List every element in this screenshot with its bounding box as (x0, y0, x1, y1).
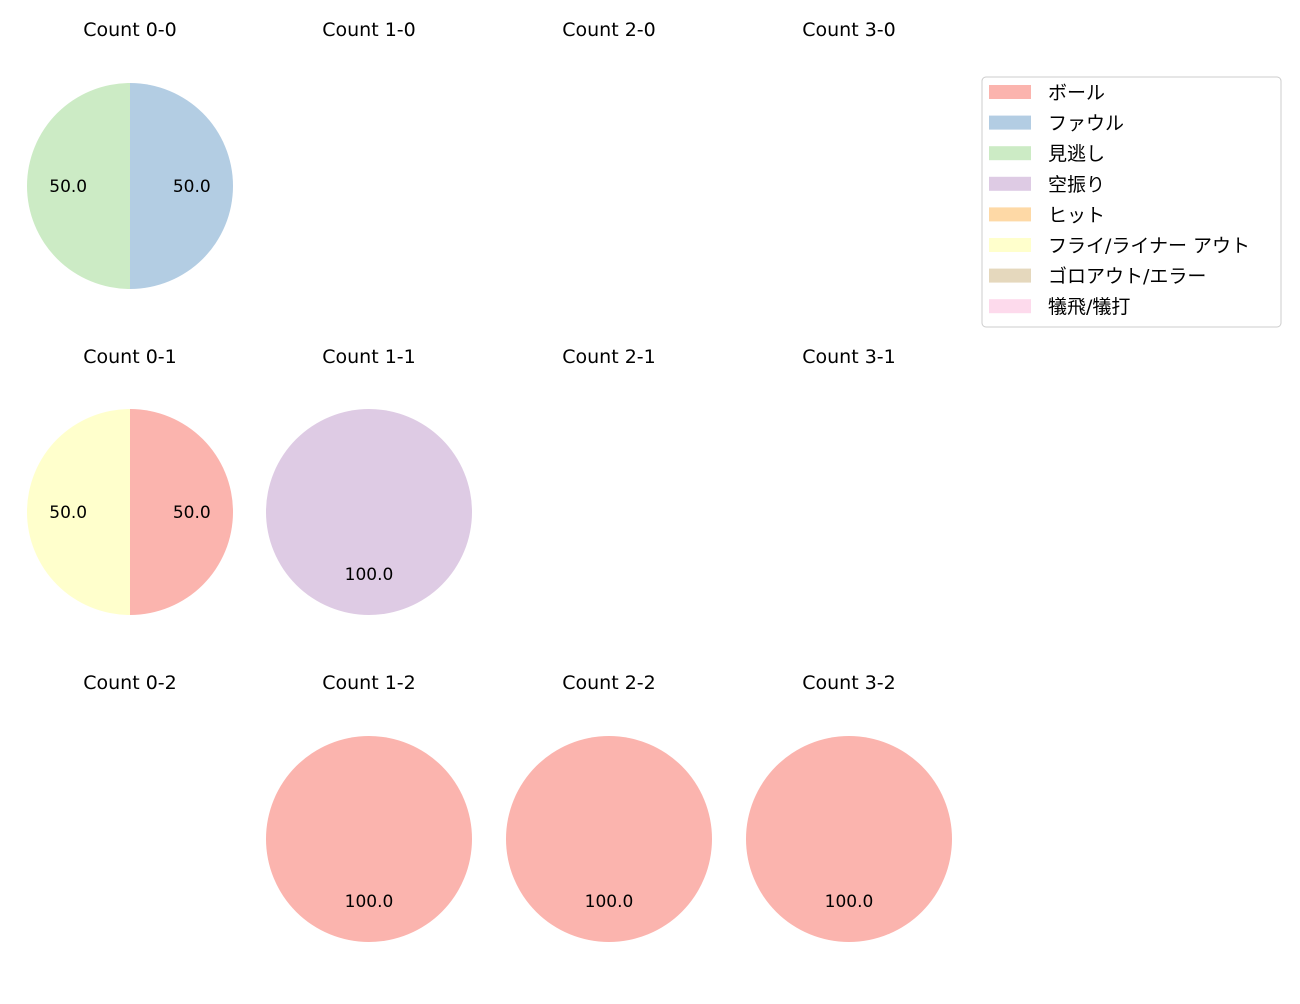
pie-slice (130, 409, 233, 615)
pie-slice (27, 409, 130, 615)
pie-slice (506, 736, 712, 942)
pie-chart: Count 1-0 (322, 19, 416, 41)
pie-slice (130, 83, 233, 289)
legend-swatch (989, 85, 1031, 99)
legend-frame (981, 76, 1282, 328)
legend-label: ファウル (1048, 113, 1124, 135)
legend-swatch (989, 176, 1031, 191)
legend-label: 犠飛/犠打 (1048, 296, 1130, 318)
slice-label: 50.0 (173, 177, 211, 197)
pie-title: Count 2-1 (562, 346, 656, 368)
legend-label: フライ/ライナー アウト (1048, 235, 1250, 257)
legend-swatch (989, 207, 1031, 222)
slice-label: 100.0 (825, 892, 874, 912)
legend-label: 空振り (1048, 174, 1105, 196)
pie-title: Count 3-0 (802, 19, 896, 41)
legend-swatch (989, 146, 1031, 161)
legend-label: 見逃し (1048, 143, 1105, 165)
pie-title: Count 3-1 (802, 346, 896, 368)
pie-chart: Count 3-0 (802, 19, 896, 41)
slice-label: 100.0 (345, 565, 394, 585)
pie-title: Count 3-2 (802, 672, 896, 694)
pie-chart: Count 2-2 100.0 (506, 672, 712, 942)
pie-title: Count 0-1 (83, 346, 177, 368)
pie-slice (27, 83, 130, 289)
legend-swatch (989, 238, 1031, 252)
slice-label: 100.0 (345, 892, 394, 912)
pie-slice (266, 409, 472, 615)
slice-label: 50.0 (49, 177, 87, 197)
legend-swatch (989, 268, 1031, 283)
pie-chart: Count 2-0 (562, 19, 656, 41)
pie-chart: Count 1-1 100.0 (266, 346, 472, 615)
pie-chart: Count 3-2 100.0 (746, 672, 952, 942)
pie-slice (746, 736, 952, 942)
pie-chart: Count 1-2 100.0 (266, 672, 472, 942)
legend-label: ヒット (1048, 204, 1105, 226)
legend-label: ボール (1048, 82, 1105, 104)
pie-title: Count 0-0 (83, 19, 177, 41)
pie-chart: Count 0-2 (83, 672, 177, 694)
pie-title: Count 2-0 (562, 19, 656, 41)
legend-label: ゴロアウト/エラー (1048, 266, 1206, 288)
pie-title: Count 1-0 (322, 19, 416, 41)
legend-swatch (989, 115, 1031, 130)
pie-chart: Count 2-1 (562, 346, 656, 368)
slice-label: 100.0 (585, 892, 634, 912)
pie-title: Count 1-2 (322, 672, 416, 694)
pie-chart: Count 3-1 (802, 346, 896, 368)
pie-chart: Count 0-0 50.0 50.0 (27, 19, 233, 289)
pie-title: Count 1-1 (322, 346, 416, 368)
pie-slice (266, 736, 472, 942)
slice-label: 50.0 (173, 503, 211, 523)
legend-swatch (989, 299, 1031, 314)
slice-label: 50.0 (49, 503, 87, 523)
pie-title: Count 2-2 (562, 672, 656, 694)
pie-title: Count 0-2 (83, 672, 177, 694)
pie-chart: Count 0-1 50.0 50.0 (27, 346, 233, 615)
